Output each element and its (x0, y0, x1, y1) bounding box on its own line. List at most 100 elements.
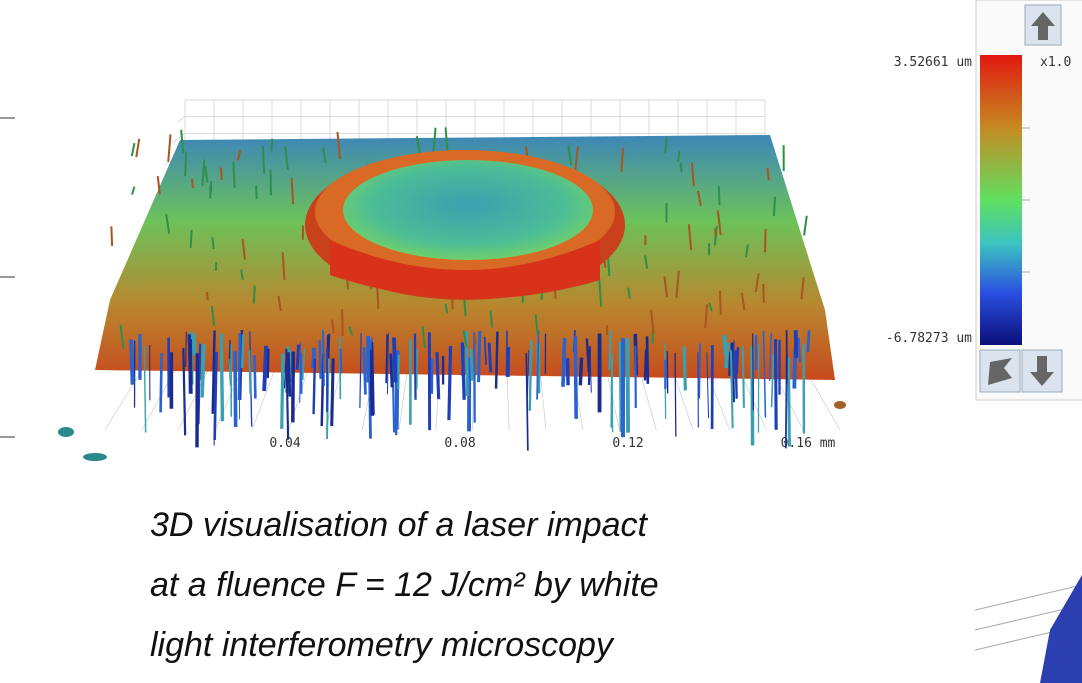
texture (690, 162, 695, 187)
texture (205, 291, 209, 301)
texture (803, 215, 808, 236)
spike (200, 344, 206, 398)
texture (675, 270, 680, 298)
x-tick-label: 0.04 (269, 436, 300, 451)
texture (772, 196, 777, 216)
caption-line: at a fluence F = 12 J/cm² by white (150, 566, 659, 604)
orientation-icon (58, 427, 74, 437)
texture (189, 229, 193, 248)
spike (301, 348, 306, 381)
spike (806, 330, 811, 353)
texture (330, 319, 335, 334)
spike (561, 337, 567, 387)
texture (764, 228, 767, 253)
spike (483, 336, 487, 365)
spike (392, 337, 398, 383)
crater-floor (343, 160, 593, 260)
spike (228, 359, 231, 386)
spike (565, 358, 570, 386)
spike (787, 357, 791, 447)
spike (369, 349, 375, 416)
texture (165, 213, 171, 234)
spike (750, 346, 755, 446)
texture (473, 334, 478, 345)
texture (462, 330, 468, 348)
texture (766, 167, 770, 181)
spike (211, 330, 216, 414)
texture (210, 305, 216, 326)
spike (397, 354, 400, 390)
spike (330, 358, 335, 427)
spike (185, 332, 187, 367)
texture (744, 244, 749, 258)
texture (663, 276, 669, 298)
spike (464, 330, 469, 397)
spike (435, 352, 441, 400)
texture (664, 136, 668, 154)
texture (719, 290, 722, 315)
texture (341, 309, 344, 336)
colorbar-min-label: -6.78273 um (886, 331, 972, 346)
up-arrow (1031, 12, 1055, 40)
texture (135, 138, 141, 158)
texture (119, 324, 125, 349)
spike (536, 330, 540, 400)
spike (248, 350, 252, 394)
spike (447, 346, 453, 421)
texture (714, 228, 717, 237)
texture (754, 273, 760, 293)
texture (236, 149, 242, 161)
spike (625, 338, 631, 433)
spike (528, 340, 533, 411)
texture (762, 283, 765, 303)
spike (159, 352, 163, 413)
texture (180, 129, 185, 154)
spike (129, 339, 135, 385)
spike (240, 334, 245, 368)
texture (214, 262, 218, 272)
orientation-icon (834, 401, 846, 409)
texture (241, 238, 246, 260)
texture (708, 302, 713, 312)
spike (312, 358, 317, 415)
texture (444, 127, 449, 152)
texture (704, 304, 709, 328)
texture (489, 310, 494, 328)
spike (238, 334, 241, 420)
texture (284, 146, 289, 170)
spike (706, 352, 710, 419)
texture (444, 303, 449, 314)
spike (295, 344, 301, 370)
spike (182, 348, 187, 436)
spike (797, 337, 801, 363)
texture (261, 145, 266, 174)
texture (190, 178, 195, 189)
spike (280, 353, 285, 429)
x-tick-label: 0.08 (444, 436, 475, 451)
spike (233, 351, 238, 428)
spike (339, 348, 343, 374)
spike (143, 346, 147, 433)
texture (620, 148, 625, 172)
spike (318, 340, 322, 379)
spike (188, 339, 193, 394)
texture (219, 167, 223, 181)
texture (534, 314, 539, 335)
grid-line (171, 133, 186, 144)
texture (156, 176, 161, 195)
spike (469, 348, 474, 381)
spike (253, 355, 257, 399)
colorbar-max-label: 3.52661 um (894, 55, 972, 70)
crater-front-wall (330, 240, 600, 299)
texture (716, 210, 722, 236)
spike (728, 351, 732, 376)
spike (674, 352, 677, 437)
texture (567, 145, 573, 166)
texture (322, 147, 327, 164)
texture (240, 269, 244, 280)
down-arrow (1030, 356, 1054, 386)
texture (644, 255, 649, 269)
orientation-icon (83, 453, 107, 461)
spike (724, 342, 730, 369)
texture (348, 326, 354, 336)
